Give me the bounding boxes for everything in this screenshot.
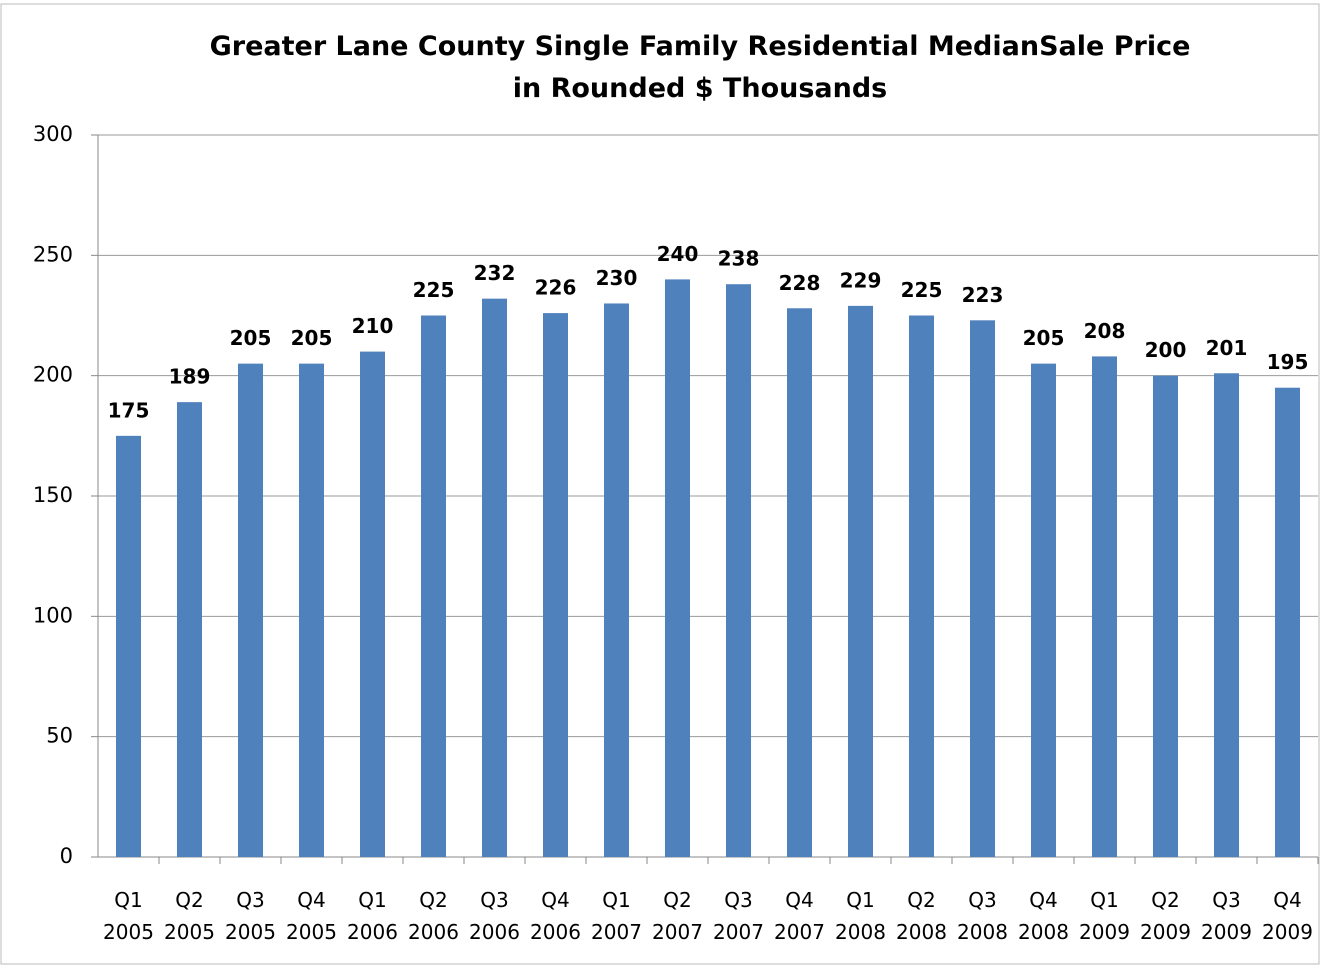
- data-label: 226: [535, 276, 577, 300]
- x-tick-label: Q2 2006: [408, 888, 459, 944]
- bar: [787, 308, 812, 857]
- chart-title: Greater Lane County Single Family Reside…: [209, 31, 1191, 104]
- chart-border: [0, 3, 1320, 965]
- bar: [360, 351, 385, 857]
- bar: [1092, 356, 1117, 857]
- bar: [238, 363, 263, 857]
- y-tick-label: 250: [33, 242, 73, 266]
- x-tick-label: Q1 2006: [347, 888, 398, 944]
- bar: [970, 320, 995, 857]
- y-tick-label: 300: [33, 122, 73, 146]
- bar: [482, 298, 507, 857]
- y-tick-label: 0: [60, 844, 73, 868]
- data-label: 232: [474, 261, 516, 285]
- data-label: 200: [1145, 338, 1187, 362]
- y-tick-label: 150: [33, 483, 73, 507]
- data-label: 238: [718, 247, 760, 271]
- x-tick-label: Q3 2008: [957, 888, 1008, 944]
- bar: [726, 284, 751, 857]
- x-tick-label: Q3 2005: [225, 888, 276, 944]
- x-tick-label: Q2 2007: [652, 888, 703, 944]
- x-tick-label: Q2 2008: [896, 888, 947, 944]
- x-tick-label: Q1 2009: [1079, 888, 1130, 944]
- bar: [1275, 387, 1300, 857]
- data-label: 208: [1084, 319, 1126, 343]
- data-label: 205: [230, 326, 272, 350]
- x-tick-label: Q2 2009: [1140, 888, 1191, 944]
- bar: [177, 402, 202, 857]
- bar: [421, 315, 446, 857]
- x-tick-label: Q4 2005: [286, 888, 337, 944]
- x-tick-label: Q4 2008: [1018, 888, 1069, 944]
- data-label: 210: [352, 314, 394, 338]
- data-label: 230: [596, 266, 638, 290]
- bar: [604, 303, 629, 857]
- x-tick-label: Q4 2006: [530, 888, 581, 944]
- data-label: 240: [657, 242, 699, 266]
- bar: [299, 363, 324, 857]
- bar: [116, 435, 141, 857]
- data-label: 205: [291, 326, 333, 350]
- bar: [848, 305, 873, 858]
- data-label: 229: [840, 268, 882, 292]
- x-tick-label: Q1 2005: [103, 888, 154, 944]
- x-tick-label: Q3 2009: [1201, 888, 1252, 944]
- data-label: 225: [413, 278, 455, 302]
- y-tick-label: 200: [33, 363, 73, 387]
- y-tick-label: 100: [33, 603, 73, 627]
- bar: [543, 313, 568, 857]
- x-tick-label: Q4 2009: [1262, 888, 1313, 944]
- data-label: 228: [779, 271, 821, 295]
- data-label: 189: [169, 365, 211, 389]
- x-tick-label: Q4 2007: [774, 888, 825, 944]
- x-tick-label: Q2 2005: [164, 888, 215, 944]
- bar: [1153, 375, 1178, 857]
- data-label: 205: [1023, 326, 1065, 350]
- x-tick-label: Q3 2007: [713, 888, 764, 944]
- data-label: 225: [901, 278, 943, 302]
- data-label: 201: [1206, 336, 1248, 360]
- data-label: 195: [1267, 350, 1309, 374]
- bar: [1214, 373, 1239, 857]
- data-label: 223: [962, 283, 1004, 307]
- bar: [909, 315, 934, 857]
- x-tick-label: Q1 2008: [835, 888, 886, 944]
- bar: [665, 279, 690, 857]
- data-label: 175: [108, 398, 150, 422]
- bar: [1031, 363, 1056, 857]
- x-tick-label: Q1 2007: [591, 888, 642, 944]
- x-tick-label: Q3 2006: [469, 888, 520, 944]
- y-tick-label: 50: [46, 724, 73, 748]
